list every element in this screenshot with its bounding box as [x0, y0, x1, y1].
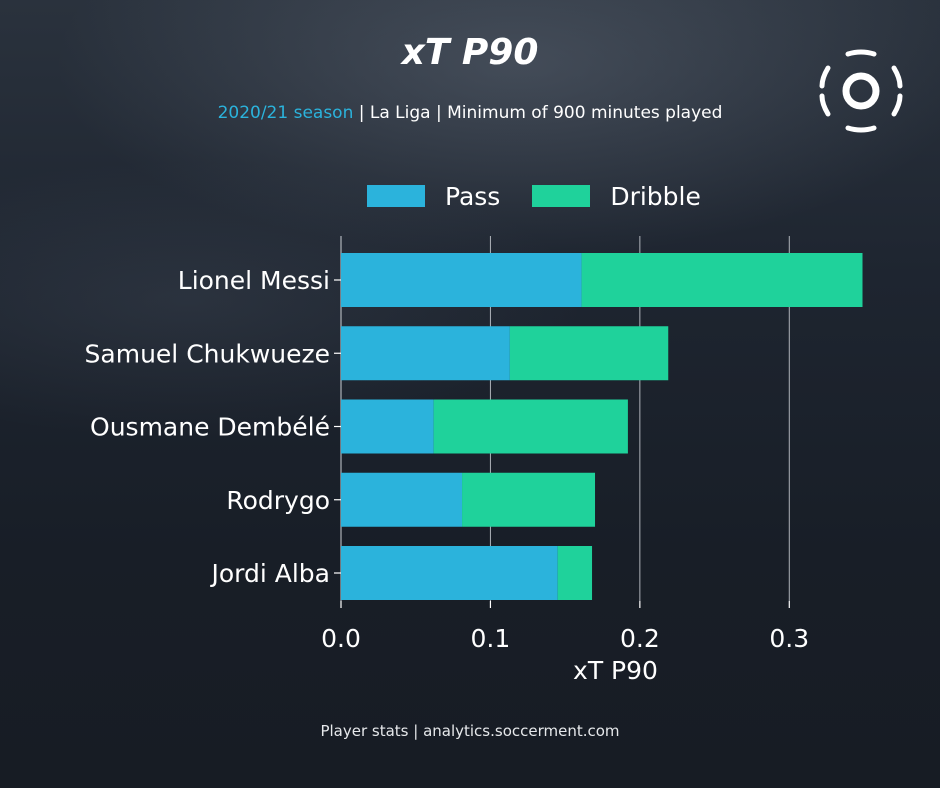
bar-dribble: [581, 253, 863, 307]
subtitle-details: | La Liga | Minimum of 900 minutes playe…: [353, 103, 723, 123]
bar-pass: [341, 399, 434, 454]
bar-dribble: [433, 399, 628, 454]
chart-subtitle: 2020/21 season | La Liga | Minimum of 90…: [0, 103, 940, 123]
legend-swatch-pass: [367, 185, 425, 207]
footer-credit: Player stats | analytics.soccerment.com: [320, 722, 620, 740]
subtitle-season: 2020/21 season: [217, 103, 354, 123]
x-tick-label: 0.2: [620, 624, 660, 653]
chart-legend: Pass Dribble: [367, 178, 733, 214]
x-tick-label: 0.0: [321, 624, 361, 653]
x-tick-label: 0.3: [769, 624, 809, 653]
bar-dribble: [509, 326, 669, 381]
soccerment-logo: [819, 49, 903, 133]
y-tick-label: Lionel Messi: [178, 266, 330, 295]
y-tick-label: Jordi Alba: [209, 559, 330, 588]
legend-label-pass: Pass: [445, 181, 501, 211]
bar-pass: [341, 546, 558, 600]
bar-pass: [341, 253, 582, 307]
legend-label-dribble: Dribble: [610, 181, 701, 211]
legend-item-dribble: Dribble: [532, 182, 701, 211]
chart-title: xT P90: [401, 32, 539, 73]
legend-item-pass: Pass: [367, 182, 500, 211]
legend-swatch-dribble: [532, 185, 591, 207]
x-axis-label: xT P90: [573, 656, 658, 685]
bar-pass: [341, 472, 463, 527]
x-tick-label: 0.1: [471, 624, 511, 653]
bar-dribble: [462, 472, 596, 527]
y-tick-label: Ousmane Dembélé: [90, 413, 330, 442]
y-tick-label: Rodrygo: [226, 486, 330, 515]
bar-pass: [341, 326, 510, 381]
bar-dribble: [557, 546, 593, 600]
y-tick-label: Samuel Chukwueze: [85, 339, 330, 368]
